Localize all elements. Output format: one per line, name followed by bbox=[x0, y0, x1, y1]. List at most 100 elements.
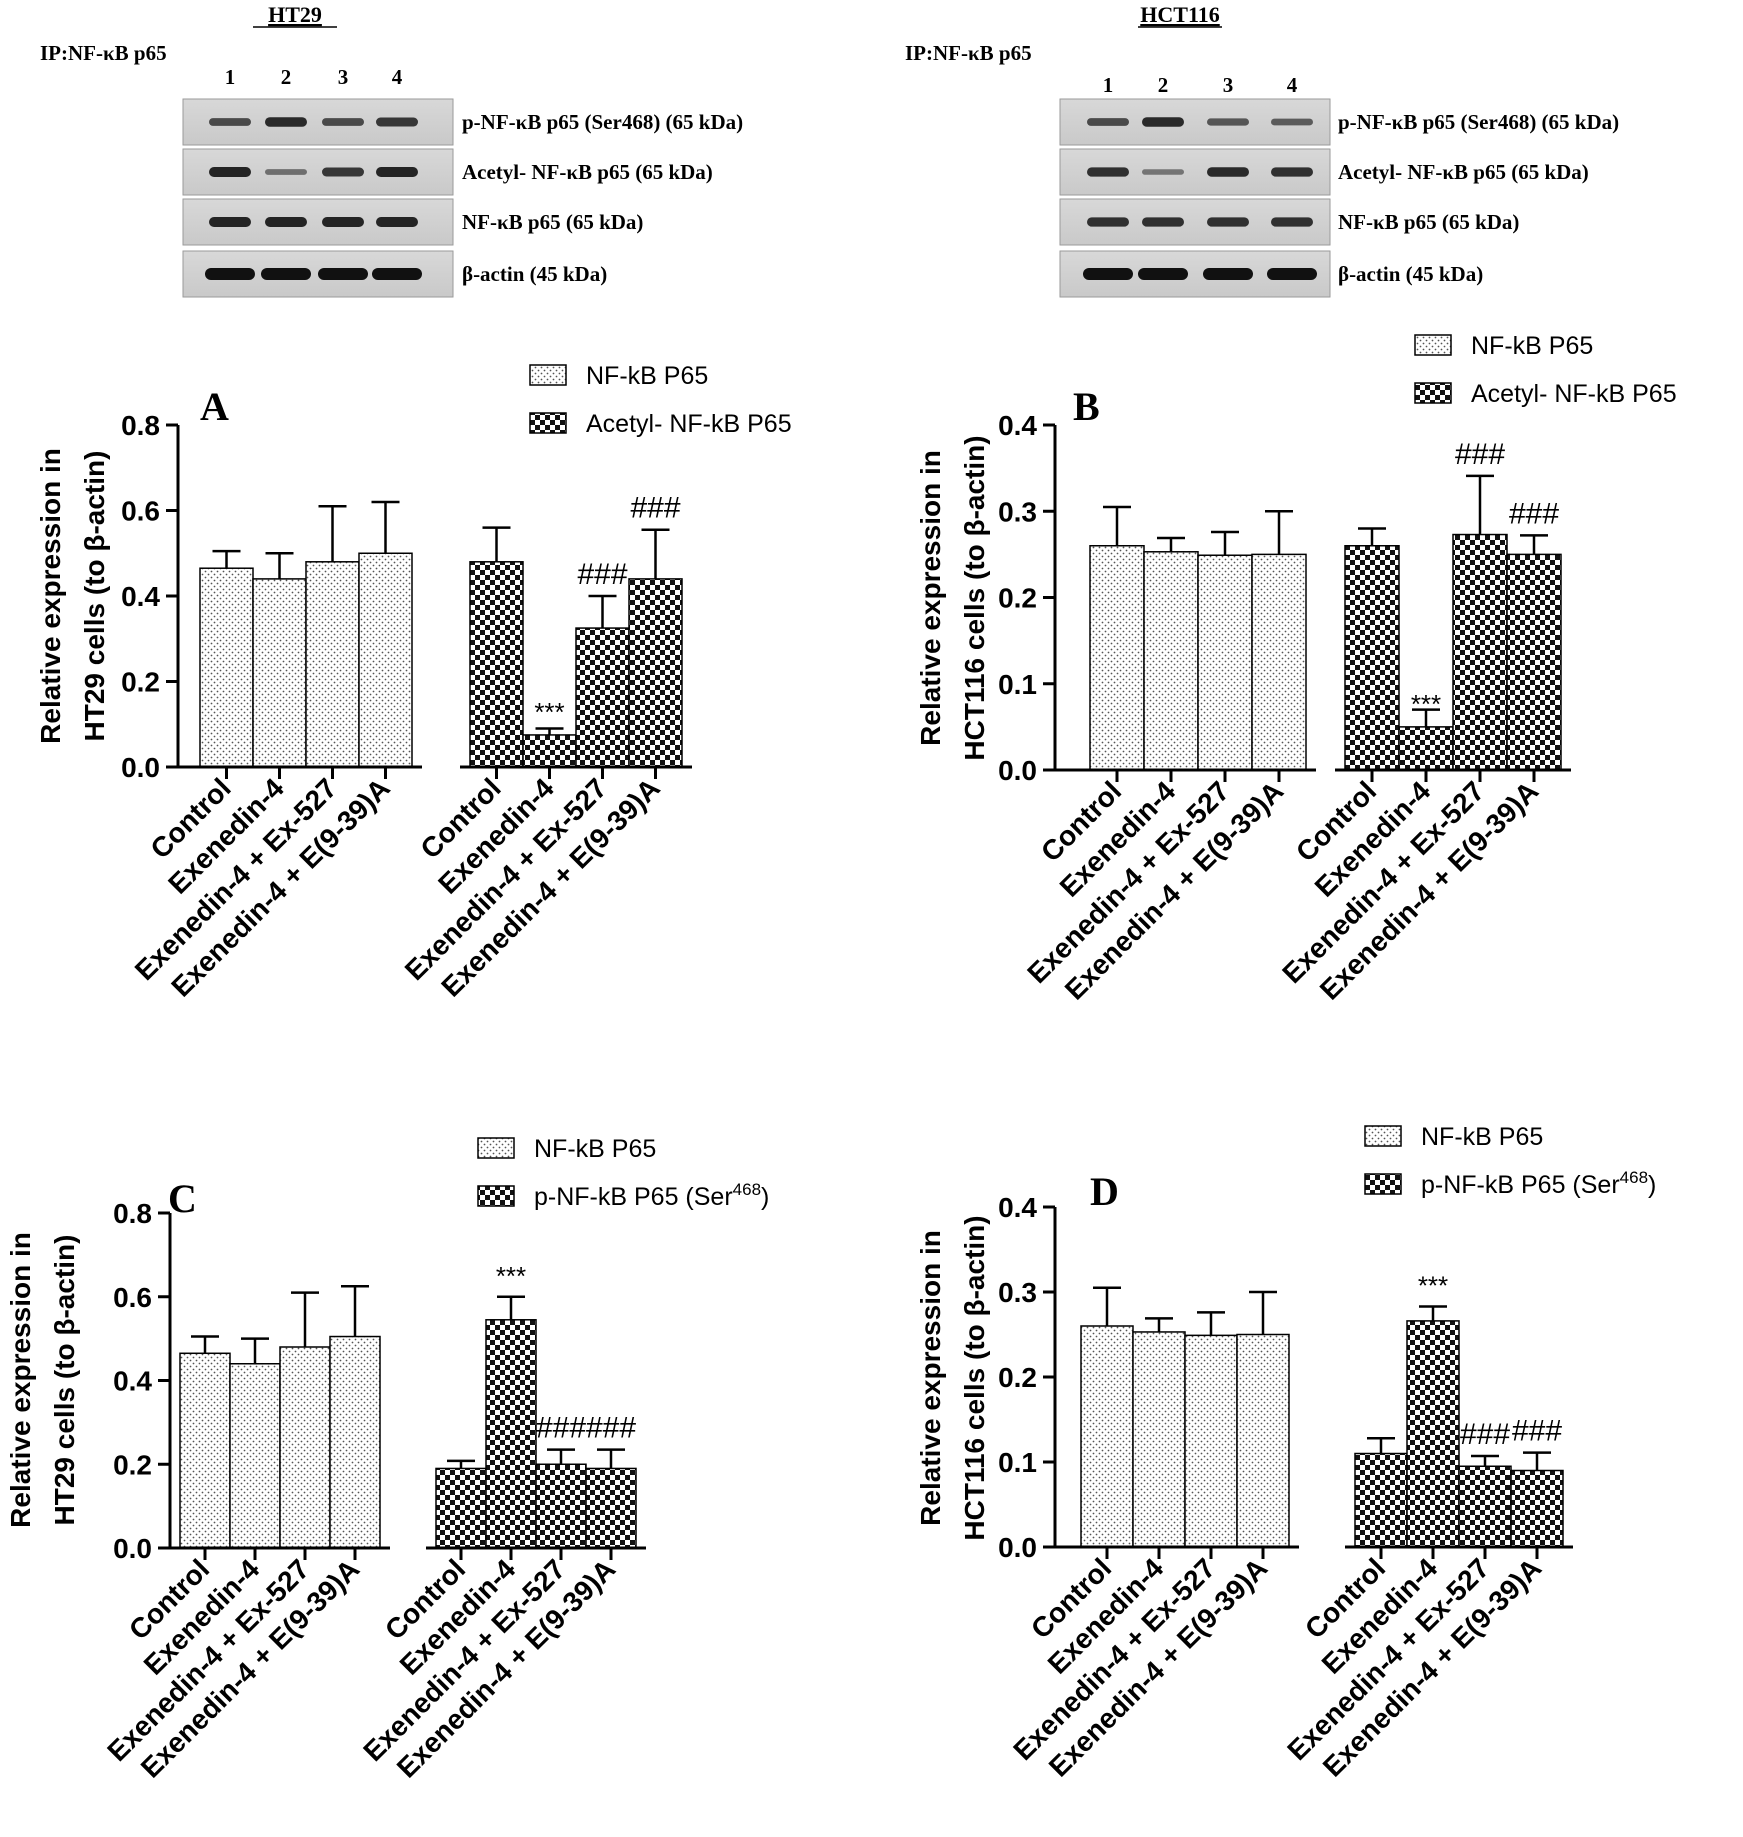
blot-panel-ht29: HT29 IP:NF-κB p65 1 2 3 4 p-NF-κB p65 (Ser468)… bbox=[40, 2, 743, 298]
legend-swatch bbox=[1364, 1173, 1402, 1195]
bar-dots bbox=[1143, 551, 1199, 771]
protein-band bbox=[209, 167, 251, 177]
legend-label-suffix: ) bbox=[761, 1183, 769, 1211]
ip-label: IP:NF-κB p65 bbox=[40, 41, 167, 65]
chart-panel-d: D 0.0 0.1 0.2 0.3 0.4 Relative expression in HC… bbox=[915, 1123, 1656, 1783]
legend-swatch bbox=[1414, 382, 1452, 404]
y-tick-label: 0.2 bbox=[121, 667, 160, 698]
legend-swatch bbox=[529, 364, 567, 386]
panel-letter: C bbox=[168, 1176, 197, 1221]
bar-check bbox=[1398, 726, 1454, 771]
ip-label: IP:NF-κB p65 bbox=[905, 41, 1032, 65]
bar-check bbox=[1510, 1469, 1564, 1548]
bar-dots bbox=[1184, 1334, 1238, 1548]
lane-number: 1 bbox=[1103, 73, 1114, 97]
legend-label-name: Acetyl- NF-kB P65 bbox=[586, 410, 792, 438]
y-axis-label: Relative expression in bbox=[915, 450, 946, 746]
protein-band bbox=[265, 169, 307, 175]
protein-band bbox=[265, 217, 307, 227]
bar-dots bbox=[1197, 554, 1253, 771]
band-label: p-NF-κB p65 (Ser468) (65 kDa) bbox=[1338, 110, 1619, 134]
bar-dots bbox=[329, 1335, 381, 1549]
protein-band bbox=[1142, 169, 1184, 175]
protein-band bbox=[1271, 118, 1313, 126]
y-tick-label: 0.2 bbox=[998, 1362, 1037, 1393]
bar-check bbox=[1344, 545, 1400, 771]
x-category-label: Exenedin-4 + Ex-527 bbox=[101, 1553, 315, 1767]
lane-number: 4 bbox=[392, 65, 403, 89]
y-axis-label: Relative expression in bbox=[5, 1232, 36, 1528]
chart-panel-c: C 0.0 0.2 0.4 0.6 0.8 Relative expression in HT… bbox=[5, 1135, 769, 1784]
y-tick-label: 0.6 bbox=[113, 1282, 152, 1313]
protein-band bbox=[1087, 217, 1129, 227]
protein-band bbox=[1142, 117, 1184, 127]
legend-label-name: p-NF-kB P65 (Ser bbox=[1421, 1171, 1620, 1199]
legend-label: NF-kB P65 bbox=[1471, 332, 1593, 360]
bar-dots bbox=[252, 578, 307, 768]
protein-band bbox=[322, 118, 364, 126]
y-tick-label: 0.2 bbox=[998, 583, 1037, 614]
legend-swatch bbox=[529, 412, 567, 434]
lane-number: 4 bbox=[1287, 73, 1298, 97]
y-tick-label: 0.1 bbox=[998, 669, 1037, 700]
protein-band bbox=[1203, 268, 1253, 280]
blot-title: HT29 bbox=[268, 2, 322, 27]
bar-dots bbox=[1089, 545, 1145, 771]
legend-label: NF-kB P65 bbox=[534, 1135, 656, 1163]
band-label: p-NF-κB p65 (Ser468) (65 kDa) bbox=[462, 110, 743, 134]
protein-band bbox=[1207, 167, 1249, 177]
bar-dots bbox=[179, 1352, 231, 1549]
bar-dots bbox=[229, 1363, 281, 1549]
bar-check bbox=[1506, 553, 1562, 771]
protein-band bbox=[205, 268, 255, 280]
chart-panel-a: A 0.0 0.2 0.4 0.6 0.8 Relative expression in HT… bbox=[35, 362, 792, 1003]
chart-panel-b: B 0.0 0.1 0.2 0.3 0.4 Relative expression in HC… bbox=[915, 332, 1677, 1006]
protein-band bbox=[1087, 167, 1129, 177]
y-axis-label: HT29 cells (to β-actin) bbox=[49, 1235, 80, 1526]
bar-check bbox=[575, 627, 630, 768]
y-tick-label: 0.1 bbox=[998, 1447, 1037, 1478]
protein-band bbox=[209, 217, 251, 227]
bar-dots bbox=[1080, 1325, 1134, 1548]
significance-stars: *** bbox=[496, 1261, 526, 1291]
protein-band bbox=[376, 117, 418, 127]
y-tick-label: 0.0 bbox=[998, 1532, 1037, 1563]
bar-check bbox=[435, 1467, 487, 1549]
panel-letter: D bbox=[1090, 1169, 1119, 1214]
bar-dots bbox=[1236, 1333, 1290, 1548]
y-tick-label: 0.6 bbox=[121, 496, 160, 527]
protein-band bbox=[1087, 118, 1129, 126]
y-tick-label: 0.0 bbox=[998, 755, 1037, 786]
western-blots: HT29 IP:NF-κB p65 1 2 3 4 p-NF-κB p65 (Ser468)… bbox=[40, 2, 1619, 298]
blot-title: HCT116 bbox=[1140, 2, 1219, 27]
bar-check bbox=[585, 1467, 637, 1549]
legend-label-name: NF-kB P65 bbox=[1421, 1123, 1543, 1151]
y-tick-label: 0.3 bbox=[998, 1277, 1037, 1308]
significance-hash: ### bbox=[536, 1412, 586, 1445]
legend-label-name: Acetyl- NF-kB P65 bbox=[1471, 380, 1677, 408]
bar-check bbox=[1458, 1465, 1512, 1548]
legend-label-name: NF-kB P65 bbox=[1471, 332, 1593, 360]
bar-dots bbox=[1251, 553, 1307, 771]
y-tick-label: 0.0 bbox=[113, 1533, 152, 1564]
protein-band bbox=[322, 167, 364, 177]
band-label: NF-κB p65 (65 kDa) bbox=[1338, 210, 1519, 234]
legend-swatch bbox=[477, 1137, 515, 1159]
bar-check bbox=[469, 561, 524, 768]
significance-hash: ### bbox=[1512, 1415, 1562, 1448]
significance-hash: ### bbox=[1460, 1418, 1510, 1451]
legend-label-name: p-NF-kB P65 (Ser bbox=[534, 1183, 733, 1211]
y-axis-label: Relative expression in bbox=[35, 448, 66, 744]
y-tick-label: 0.4 bbox=[998, 410, 1037, 441]
significance-hash: ### bbox=[630, 492, 680, 525]
lane-number: 1 bbox=[225, 65, 236, 89]
legend-label: p-NF-kB P65 (Ser468) bbox=[1421, 1168, 1656, 1199]
legend-label-suffix: ) bbox=[1648, 1171, 1656, 1199]
band-label: NF-κB p65 (65 kDa) bbox=[462, 210, 643, 234]
y-tick-label: 0.3 bbox=[998, 496, 1037, 527]
y-tick-label: 0.8 bbox=[113, 1198, 152, 1229]
bar-dots bbox=[1132, 1331, 1186, 1548]
y-tick-label: 0.8 bbox=[121, 410, 160, 441]
protein-band bbox=[1271, 217, 1313, 227]
y-tick-label: 0.4 bbox=[113, 1366, 152, 1397]
